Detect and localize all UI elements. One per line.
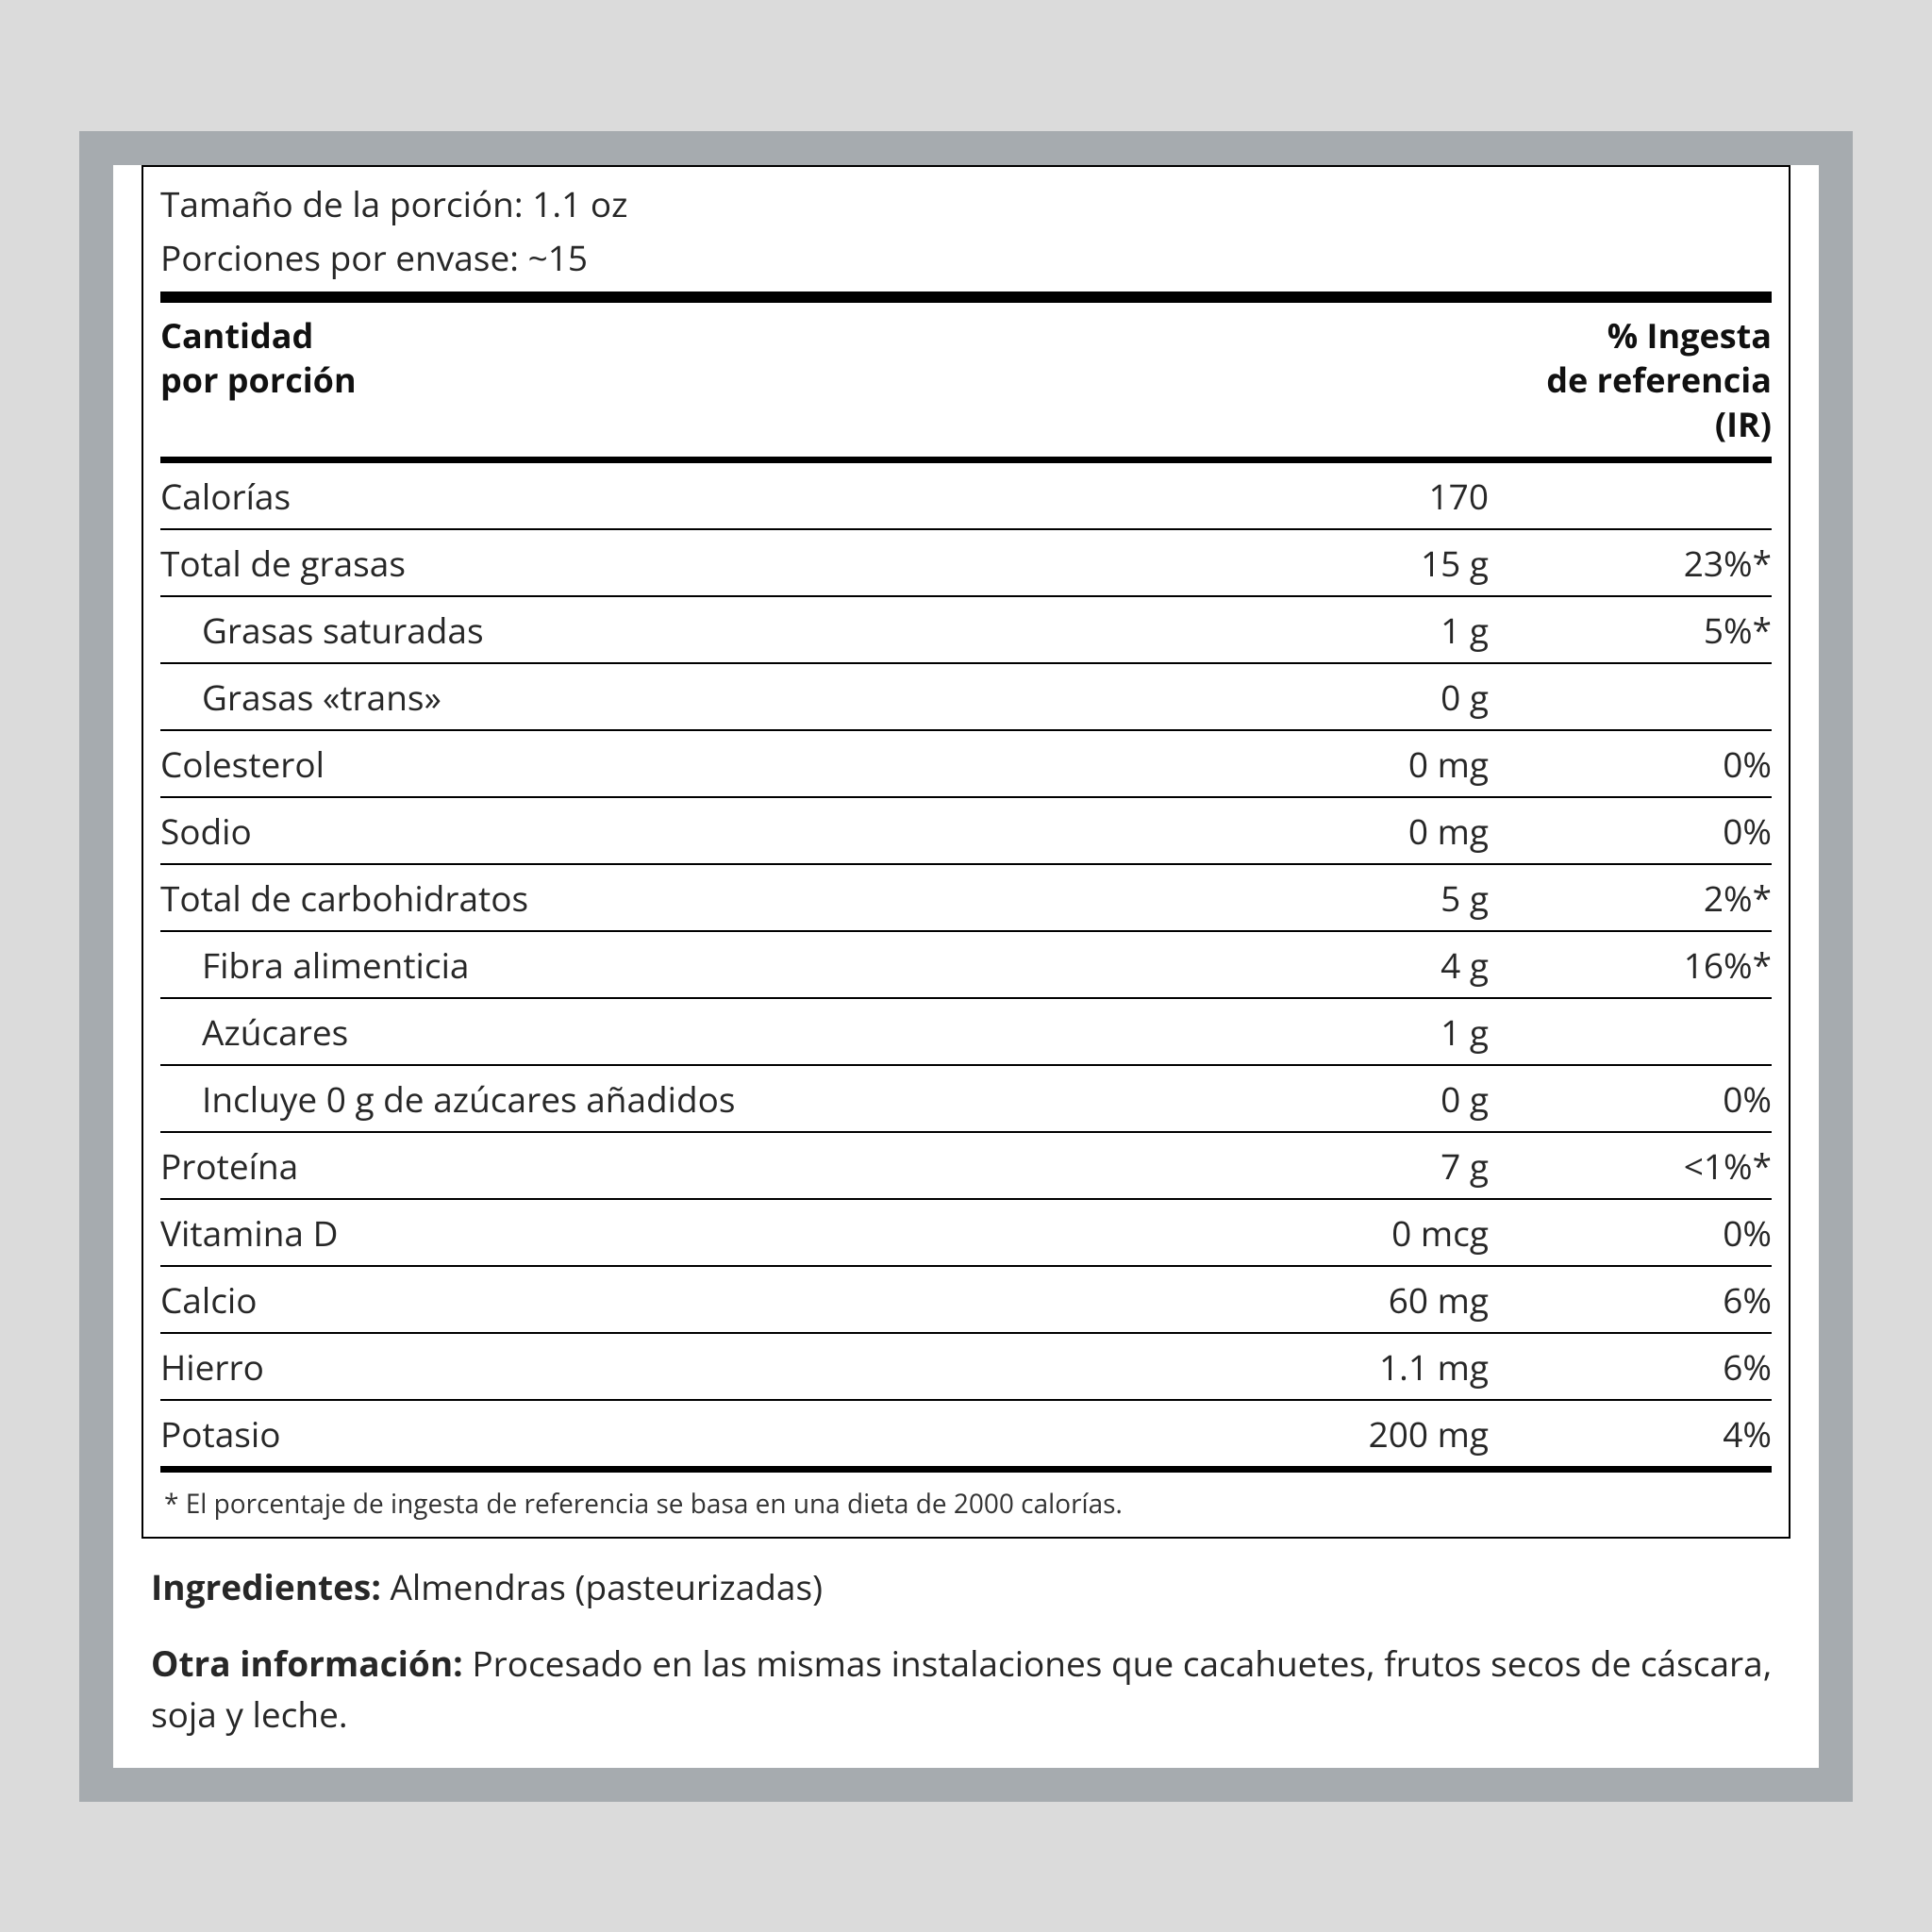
nutrient-daily-value: 6% <box>1507 1275 1772 1324</box>
nutrient-name: Hierro <box>160 1342 1262 1391</box>
nutrient-daily-value: 0% <box>1507 740 1772 788</box>
nutrient-daily-value: 0% <box>1507 807 1772 855</box>
header-amount-per-serving: Cantidad por porción <box>160 314 1262 446</box>
nutrition-facts-box: Tamaño de la porción: 1.1 oz Porciones p… <box>142 165 1790 1539</box>
nutrient-name: Potasio <box>160 1409 1262 1457</box>
nutrient-name: Grasas «trans» <box>160 673 1262 721</box>
nutrition-row: Hierro1.1 mg6% <box>160 1334 1772 1401</box>
below-box: Ingredientes: Almendras (pasteurizadas) … <box>142 1539 1790 1740</box>
nutrition-row: Colesterol0 mg0% <box>160 731 1772 798</box>
nutrient-name: Azúcares <box>160 1008 1262 1056</box>
nutrient-daily-value: 6% <box>1507 1342 1772 1391</box>
nutrient-amount: 4 g <box>1262 941 1507 989</box>
serving-size-label: Tamaño de la porción: <box>160 179 524 227</box>
nutrient-amount: 0 mg <box>1262 740 1507 788</box>
servings-per-value: ~15 <box>528 233 588 281</box>
nutrient-name: Total de carbohidratos <box>160 874 1262 922</box>
nutrient-amount: 5 g <box>1262 874 1507 922</box>
nutrient-name: Calorías <box>160 472 1262 520</box>
nutrition-row: Grasas saturadas1 g5%* <box>160 597 1772 664</box>
nutrient-name: Incluye 0 g de azúcares añadidos <box>160 1074 1262 1123</box>
servings-per-label: Porciones por envase: <box>160 233 519 281</box>
nutrient-amount: 0 g <box>1262 673 1507 721</box>
servings-per-container: Porciones por envase: ~15 <box>160 230 1772 284</box>
nutrient-amount: 1 g <box>1262 1008 1507 1056</box>
nutrient-daily-value: <1%* <box>1507 1141 1772 1190</box>
nutrient-name: Proteína <box>160 1141 1262 1190</box>
nutrient-name: Calcio <box>160 1275 1262 1324</box>
nutrient-amount: 1 g <box>1262 606 1507 654</box>
nutrition-row: Grasas «trans»0 g <box>160 664 1772 731</box>
nutrient-daily-value: 16%* <box>1507 941 1772 989</box>
nutrient-daily-value: 23%* <box>1507 539 1772 587</box>
header-daily-value: % Ingesta de referencia (IR) <box>1507 314 1772 446</box>
outer-frame: Tamaño de la porción: 1.1 oz Porciones p… <box>79 131 1853 1802</box>
nutrition-row: Fibra alimenticia4 g16%* <box>160 932 1772 999</box>
nutrient-daily-value: 2%* <box>1507 874 1772 922</box>
nutrient-name: Vitamina D <box>160 1208 1262 1257</box>
ingredients-line: Ingredientes: Almendras (pasteurizadas) <box>151 1561 1781 1612</box>
nutrition-rows: Calorías170Total de grasas15 g23%*Grasas… <box>160 463 1772 1466</box>
nutrient-amount: 15 g <box>1262 539 1507 587</box>
nutrient-amount: 7 g <box>1262 1141 1507 1190</box>
nutrient-amount: 1.1 mg <box>1262 1342 1507 1391</box>
nutrient-name: Fibra alimenticia <box>160 941 1262 989</box>
other-info-label: Otra información: <box>151 1639 463 1687</box>
nutrient-name: Total de grasas <box>160 539 1262 587</box>
nutrient-amount: 200 mg <box>1262 1409 1507 1457</box>
nutrition-row: Proteína7 g<1%* <box>160 1133 1772 1200</box>
nutrition-row: Incluye 0 g de azúcares añadidos0 g0% <box>160 1066 1772 1133</box>
nutrition-row: Potasio200 mg4% <box>160 1401 1772 1466</box>
medium-rule <box>160 457 1772 463</box>
nutrient-amount: 60 mg <box>1262 1275 1507 1324</box>
footnote: * El porcentaje de ingesta de referencia… <box>160 1473 1772 1524</box>
nutrition-row: Sodio0 mg0% <box>160 798 1772 865</box>
nutrition-panel: Tamaño de la porción: 1.1 oz Porciones p… <box>113 165 1819 1768</box>
medium-rule-bottom <box>160 1466 1772 1473</box>
nutrition-row: Total de carbohidratos5 g2%* <box>160 865 1772 932</box>
thick-rule-top <box>160 291 1772 303</box>
nutrient-daily-value: 0% <box>1507 1208 1772 1257</box>
nutrient-amount: 170 <box>1262 472 1507 520</box>
nutrient-amount: 0 mcg <box>1262 1208 1507 1257</box>
nutrition-row: Calorías170 <box>160 463 1772 530</box>
ingredients-label: Ingredientes: <box>151 1562 381 1610</box>
nutrient-daily-value: 4% <box>1507 1409 1772 1457</box>
nutrient-name: Colesterol <box>160 740 1262 788</box>
nutrition-row: Calcio60 mg6% <box>160 1267 1772 1334</box>
nutrition-row: Total de grasas15 g23%* <box>160 530 1772 597</box>
other-info-line: Otra información: Procesado en las misma… <box>151 1638 1781 1739</box>
header-amount-blank <box>1262 314 1507 446</box>
nutrient-name: Grasas saturadas <box>160 606 1262 654</box>
serving-size: Tamaño de la porción: 1.1 oz <box>160 176 1772 230</box>
serving-size-value: 1.1 oz <box>532 179 627 227</box>
nutrition-row: Azúcares1 g <box>160 999 1772 1066</box>
nutrient-amount: 0 mg <box>1262 807 1507 855</box>
ingredients-text: Almendras (pasteurizadas) <box>391 1562 824 1610</box>
nutrient-daily-value: 5%* <box>1507 606 1772 654</box>
nutrient-name: Sodio <box>160 807 1262 855</box>
nutrient-daily-value: 0% <box>1507 1074 1772 1123</box>
nutrition-row: Vitamina D0 mcg0% <box>160 1200 1772 1267</box>
nutrient-amount: 0 g <box>1262 1074 1507 1123</box>
column-header-row: Cantidad por porción % Ingesta de refere… <box>160 303 1772 456</box>
